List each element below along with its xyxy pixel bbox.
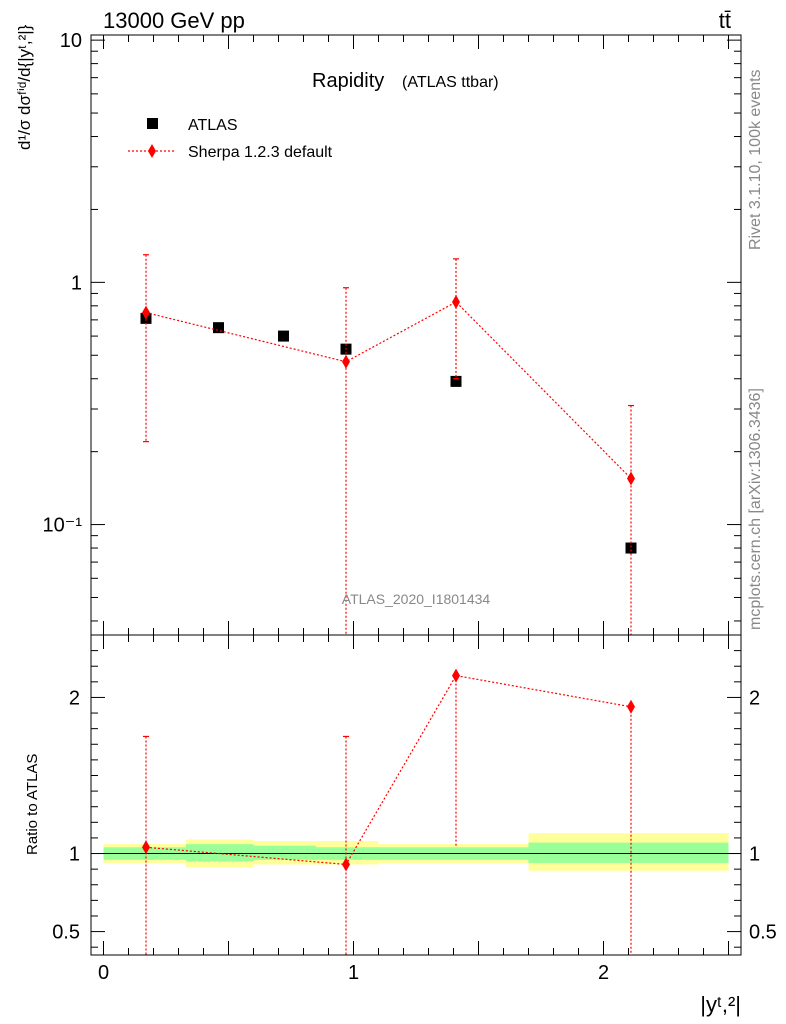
- ratio-plot-panel: 0.5 0.5 1 1 2 2 0 1 2 Ratio to ATLAS |yᵗ,²|: [24, 634, 777, 1017]
- main-y-axis-label: d¹/σ dσᶠⁱᵈ/d{|yᵗ,²|}: [15, 24, 34, 150]
- ratio-y-tick-labels: 0.5 0.5 1 1 2 2: [52, 687, 777, 943]
- x-tick-label: 1: [348, 962, 359, 984]
- ratio-sherpa-point: [627, 699, 635, 714]
- ratio-sherpa-line: [145, 674, 632, 866]
- ratio-axis-ticks: [91, 635, 741, 955]
- ratio-y-tick-label-right: 1: [749, 844, 760, 866]
- sherpa-data-point: [627, 471, 635, 486]
- atlas-data-point: [625, 542, 637, 554]
- main-y-tick-label: 10⁻¹: [43, 515, 83, 537]
- main-data-marks: [140, 254, 637, 635]
- ratio-y-tick-label-right: 0.5: [749, 922, 777, 944]
- ratio-y-axis-label: Ratio to ATLAS: [24, 754, 41, 855]
- ratio-green-band: [186, 844, 254, 862]
- sherpa-series-line: [145, 301, 632, 479]
- main-axis-ticks: [91, 35, 741, 635]
- energy-label: 13000 GeV pp: [103, 8, 245, 33]
- legend-atlas-label: ATLAS: [188, 117, 238, 134]
- sherpa-data-point: [452, 294, 460, 309]
- main-y-tick-labels: 10⁻¹ 1 10: [43, 30, 83, 536]
- ratio-y-tick-label-left: 1: [69, 844, 80, 866]
- ratio-uncertainty-bands: [103, 833, 729, 871]
- ratio-y-tick-label-right: 2: [749, 687, 760, 709]
- x-tick-labels: 0 1 2: [98, 962, 609, 984]
- ratio-green-band: [253, 845, 316, 860]
- process-label: tt̄: [719, 8, 731, 33]
- legend-sherpa-label: Sherpa 1.2.3 default: [188, 144, 333, 161]
- x-tick-label: 2: [598, 962, 609, 984]
- ratio-sherpa-point: [452, 668, 460, 683]
- sherpa-data-point: [342, 354, 350, 369]
- x-axis-label: |yᵗ,²|: [700, 992, 741, 1017]
- ratio-y-tick-label-left: 0.5: [52, 922, 80, 944]
- atlas-data-point: [450, 375, 462, 387]
- ratio-plot-frame: [90, 634, 742, 956]
- analysis-watermark: ATLAS_2020_I1801434: [342, 591, 491, 607]
- ratio-data-marks: [142, 668, 635, 955]
- legend-sherpa-marker: [148, 144, 156, 158]
- x-tick-label: 0: [98, 962, 109, 984]
- chart-title: Rapidity: [312, 70, 384, 92]
- main-y-tick-label: 10: [60, 30, 82, 52]
- chart-subtitle: (ATLAS ttbar): [402, 74, 499, 91]
- sherpa-data-point: [142, 305, 150, 320]
- rivet-label: Rivet 3.1.10, 100k events: [747, 69, 764, 250]
- legend: ATLAS Sherpa 1.2.3 default: [128, 117, 333, 161]
- main-plot-panel: 10⁻¹ 1 10 Rapidity (ATLAS ttbar) ATLAS_202…: [15, 24, 742, 636]
- source-label: mcplots.cern.ch [arXiv:1306.3436]: [747, 388, 764, 630]
- ratio-sherpa-point: [342, 857, 350, 872]
- ratio-y-tick-label-left: 2: [69, 687, 80, 709]
- ratio-sherpa-point: [142, 840, 150, 855]
- main-y-tick-label: 1: [71, 272, 82, 294]
- legend-atlas-marker: [147, 118, 158, 129]
- ratio-green-band: [528, 842, 729, 863]
- atlas-data-point: [278, 330, 289, 342]
- atlas-data-point: [213, 322, 224, 334]
